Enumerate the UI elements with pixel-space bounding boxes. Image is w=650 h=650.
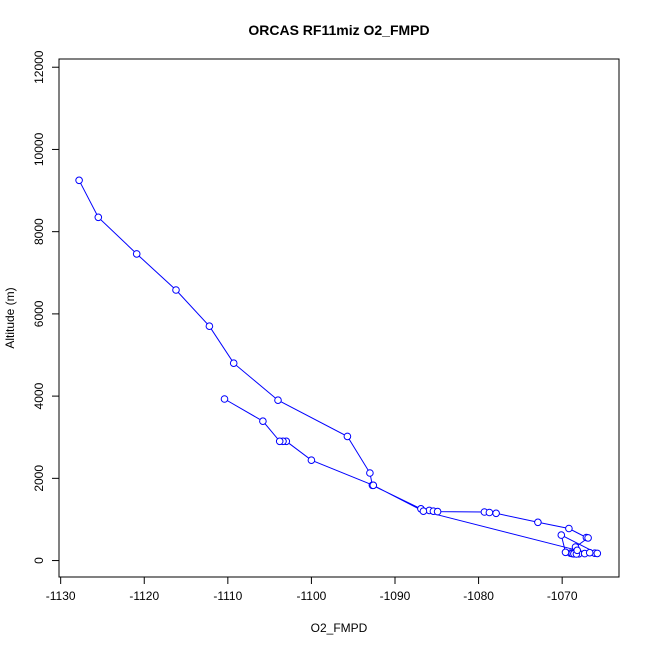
x-tick-label: -1100	[297, 589, 327, 603]
plot-frame	[58, 58, 620, 578]
x-tick-label: -1130	[46, 589, 76, 603]
y-axis-label: Altitude (m)	[3, 287, 17, 348]
data-point	[485, 508, 494, 517]
x-axis-label: O2_FMPD	[311, 621, 368, 635]
chart-title: ORCAS RF11miz O2_FMPD	[248, 22, 429, 38]
y-tick-label: 0	[32, 557, 46, 564]
x-axis: -1130 -1120 -1110 -1100 -1090 -1080 -1070	[46, 576, 578, 603]
data-point	[584, 534, 592, 542]
data-point	[229, 359, 238, 368]
x-tick-label: -1080	[463, 589, 494, 603]
series-line	[78, 180, 598, 555]
y-tick-label: 6000	[32, 300, 46, 327]
data-point	[419, 507, 428, 516]
data-point	[132, 250, 141, 258]
data-point	[534, 518, 542, 527]
data-point	[307, 456, 316, 465]
data-point	[274, 396, 282, 405]
data-point	[557, 531, 566, 539]
data-point	[343, 432, 352, 441]
x-tick-label: -1090	[380, 589, 411, 603]
data-point	[366, 469, 374, 477]
data-point	[275, 437, 284, 446]
data-point	[565, 524, 573, 533]
data-point	[172, 286, 180, 294]
data-point	[94, 213, 103, 222]
data-point	[205, 322, 214, 331]
data-point	[220, 395, 229, 403]
y-axis: 0 2000 4000 6000 8000 10000 12000	[32, 50, 60, 564]
data-point	[259, 417, 267, 426]
y-tick-label: 8000	[32, 218, 46, 245]
series-layer	[75, 176, 602, 558]
y-tick-label: 12000	[32, 50, 46, 84]
data-point	[593, 549, 602, 558]
data-point	[585, 548, 594, 557]
y-tick-label: 2000	[32, 465, 46, 492]
x-tick-label: -1070	[547, 589, 578, 603]
y-tick-label: 4000	[32, 382, 46, 409]
data-point	[492, 509, 500, 518]
data-point	[573, 546, 582, 555]
y-tick-label: 10000	[32, 132, 46, 166]
data-point	[369, 481, 378, 490]
data-point	[75, 176, 83, 185]
x-tick-label: -1110	[213, 589, 242, 603]
data-point	[561, 548, 570, 557]
data-point	[433, 507, 442, 516]
x-tick-label: -1120	[129, 589, 159, 603]
